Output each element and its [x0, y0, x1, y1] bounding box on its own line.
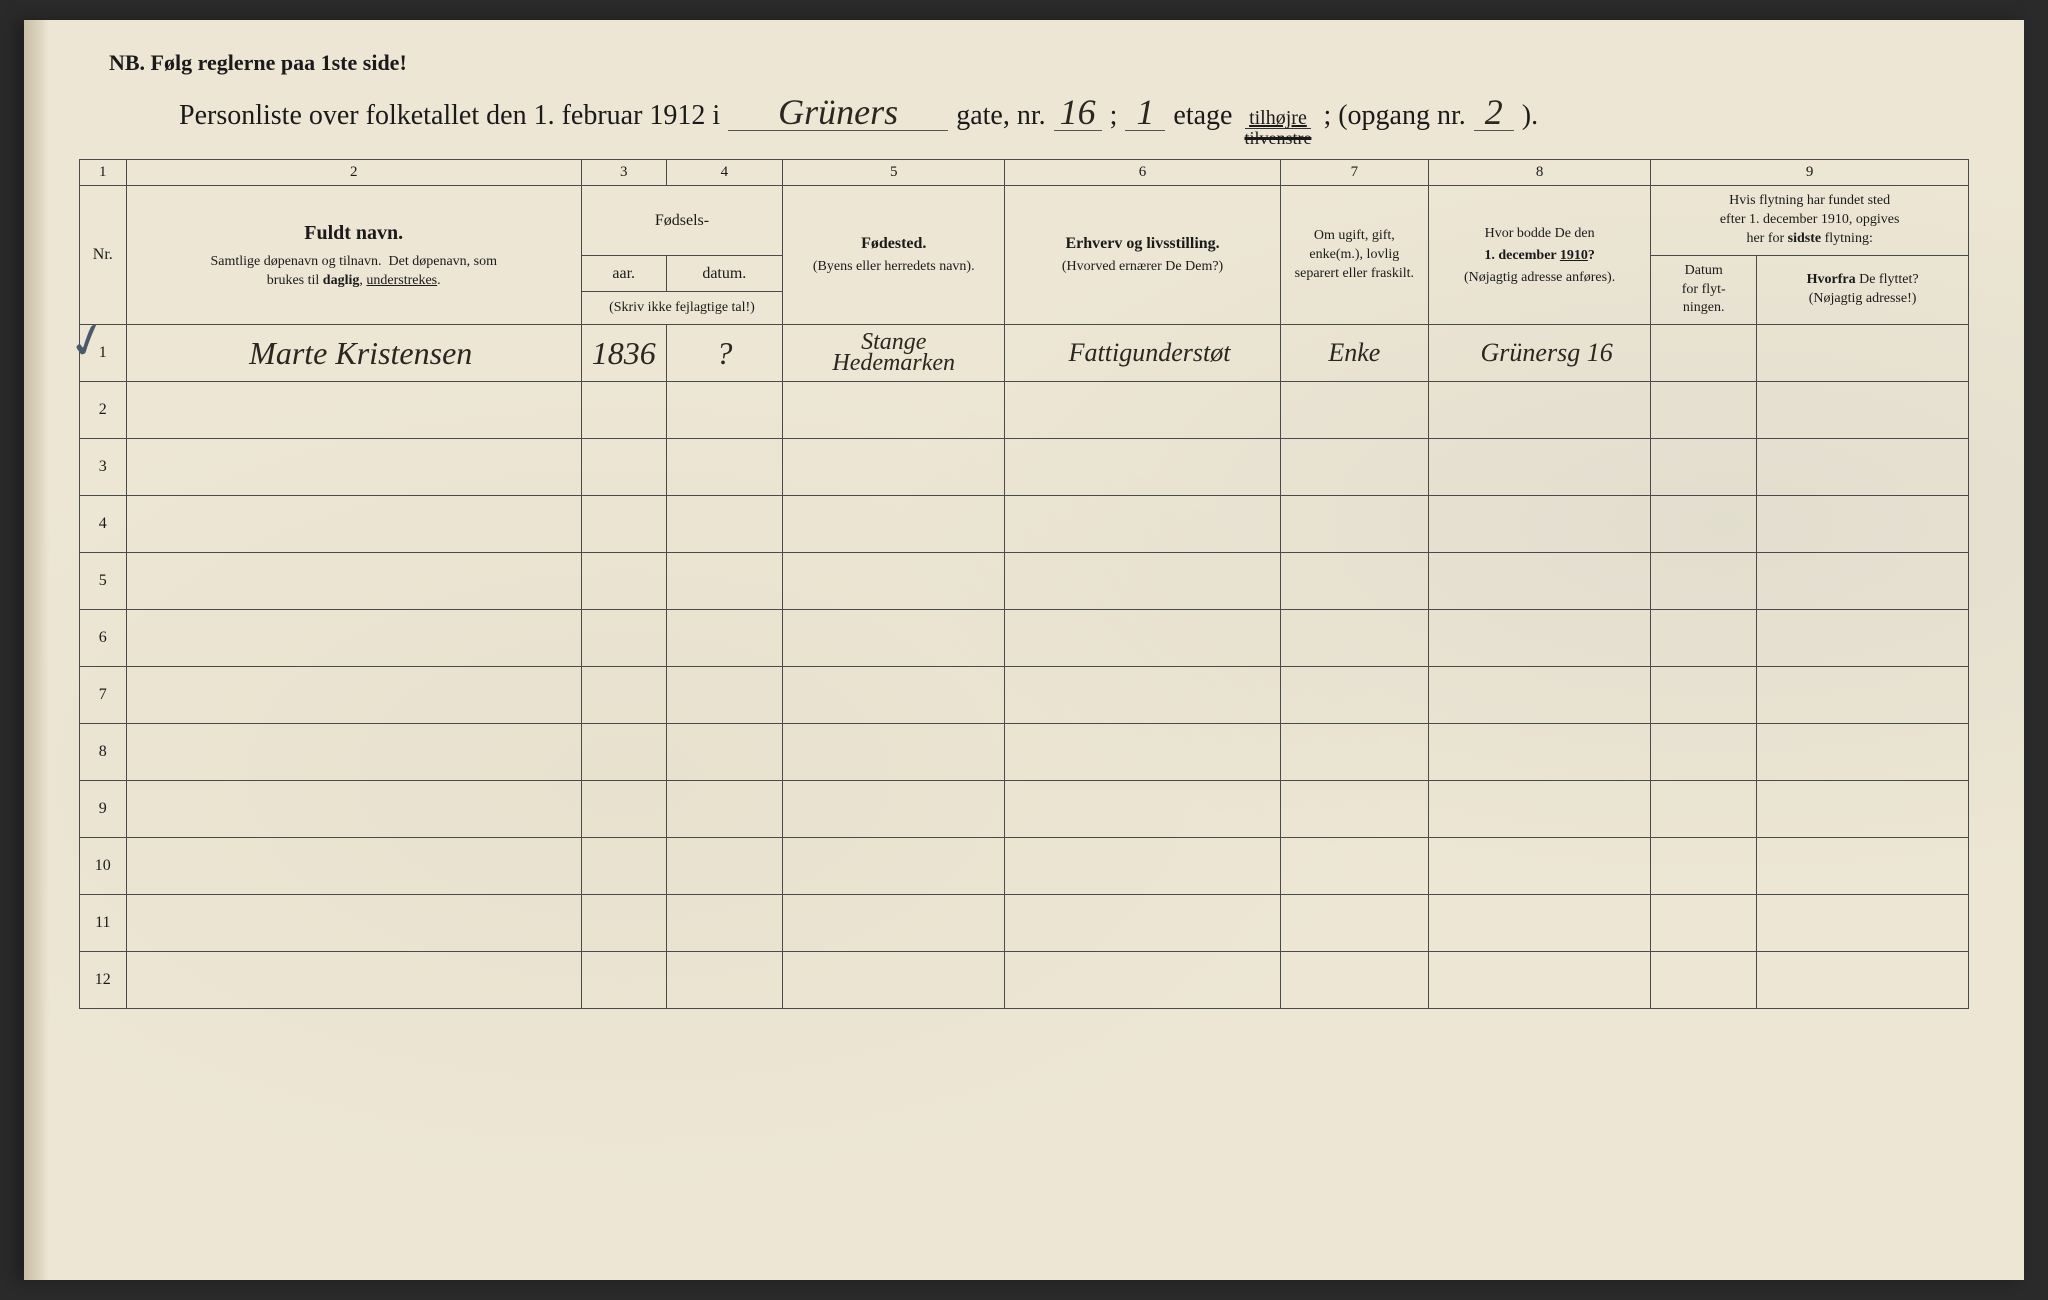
row-num: 8 [80, 724, 127, 781]
table-row: 6 [80, 610, 1969, 667]
title-close: ). [1522, 100, 1538, 132]
colnum-9: 9 [1651, 160, 1969, 186]
hdr-flyt-hvorfra: Hvorfra De flyttet?(Nøjagtig adresse!) [1757, 255, 1969, 325]
hdr-aar: aar. [581, 255, 666, 291]
title-line: Personliste over folketallet den 1. febr… [179, 94, 1969, 147]
row-num: 7 [80, 667, 127, 724]
hdr-erhverv-title: Erhverv og livsstilling. [1065, 235, 1219, 252]
row-num: 6 [80, 610, 127, 667]
table-row: 4 [80, 496, 1969, 553]
gate-nr-hw: 16 [1054, 94, 1102, 131]
hdr-nr: Nr. [80, 186, 127, 325]
cell-date: ? [666, 325, 782, 382]
cell-status: Enke [1280, 325, 1428, 382]
colnum-3: 3 [581, 160, 666, 186]
census-table: 1 2 3 4 5 6 7 8 9 Nr. Fuldt navn. Samtli… [79, 159, 1969, 1009]
row-num-1: ✓ 1 [80, 325, 127, 382]
gate-label: gate, nr. [956, 100, 1045, 132]
row-num: 2 [80, 382, 127, 439]
opgang-nr-hw: 2 [1474, 94, 1514, 131]
hdr-bodde: Hvor bodde De den1. december 1910? (Nøja… [1428, 186, 1650, 325]
title-prefix: Personliste over folketallet den 1. febr… [179, 100, 720, 132]
cell-movefrom [1757, 325, 1969, 382]
table-row: 5 [80, 553, 1969, 610]
row-num: 3 [80, 439, 127, 496]
row-num: 5 [80, 553, 127, 610]
opgang-label: ; (opgang nr. [1323, 100, 1465, 132]
cell-name: Marte Kristensen [126, 325, 581, 382]
hdr-flyt-datum: Datumfor flyt-ningen. [1651, 255, 1757, 325]
cell-addr1910: Grünersg 16 [1428, 325, 1650, 382]
row-num: 11 [80, 895, 127, 952]
colnum-7: 7 [1280, 160, 1428, 186]
cell-year: 1836 [581, 325, 666, 382]
cell-birthplace: Stange Hedemarken [783, 325, 1005, 382]
colnum-4: 4 [666, 160, 782, 186]
side-fraction: tilhøjre tilvenstre [1240, 108, 1315, 147]
colnum-8: 8 [1428, 160, 1650, 186]
street-name-hw: Grüners [728, 94, 948, 131]
table-row: 12 [80, 952, 1969, 1009]
etage-label: etage [1173, 100, 1232, 132]
table-row: 11 [80, 895, 1969, 952]
row-num: 4 [80, 496, 127, 553]
hdr-bodde-title: Hvor bodde De den1. december 1910? [1484, 226, 1595, 263]
colnum-1: 1 [80, 160, 127, 186]
birthplace-main: Hedemarken [783, 353, 1004, 375]
hdr-name-title: Fuldt navn. [135, 220, 573, 247]
cell-movedate [1651, 325, 1757, 382]
hdr-fodsels: Fødsels- [581, 186, 782, 256]
colnum-6: 6 [1005, 160, 1280, 186]
hdr-fodested-sub: (Byens eller herredets navn). [813, 259, 975, 274]
semicolon: ; [1110, 100, 1118, 132]
table-row: 10 [80, 838, 1969, 895]
sub-nr-hw: 1 [1125, 94, 1165, 131]
census-page: NB. Følg reglerne paa 1ste side! Personl… [24, 20, 2024, 1280]
hdr-ugift: Om ugift, gift, enke(m.), lovlig separer… [1280, 186, 1428, 325]
hdr-skriv: (Skriv ikke fejlagtige tal!) [581, 291, 782, 324]
hdr-bodde-sub: (Nøjagtig adresse anføres). [1464, 270, 1615, 285]
hdr-erhverv: Erhverv og livsstilling. (Hvorved ernære… [1005, 186, 1280, 325]
table-row: ✓ 1 Marte Kristensen 1836 ? Stange Hedem… [80, 325, 1969, 382]
table-row: 3 [80, 439, 1969, 496]
hdr-fodested-title: Fødested. [861, 235, 926, 252]
hdr-flyt-title: Hvis flytning har fundet stedefter 1. de… [1651, 186, 1969, 256]
tilvenstre-strike: tilvenstre [1240, 129, 1315, 147]
header-row-1: Nr. Fuldt navn. Samtlige døpenavn og til… [80, 186, 1969, 256]
tilhojre: tilhøjre [1245, 108, 1311, 129]
hdr-erhverv-sub: (Hvorved ernærer De Dem?) [1062, 259, 1223, 274]
row-num: 9 [80, 781, 127, 838]
hdr-name-sub: Samtlige døpenavn og tilnavn. Det døpena… [135, 253, 573, 291]
row-num: 12 [80, 952, 127, 1009]
colnum-5: 5 [783, 160, 1005, 186]
cell-occupation: Fattigunderstøt [1005, 325, 1280, 382]
hdr-name: Fuldt navn. Samtlige døpenavn og tilnavn… [126, 186, 581, 325]
column-number-row: 1 2 3 4 5 6 7 8 9 [80, 160, 1969, 186]
hdr-fodested: Fødested. (Byens eller herredets navn). [783, 186, 1005, 325]
table-row: 2 [80, 382, 1969, 439]
row-num: 10 [80, 838, 127, 895]
nb-instruction: NB. Følg reglerne paa 1ste side! [109, 50, 1969, 76]
table-row: 7 [80, 667, 1969, 724]
colnum-2: 2 [126, 160, 581, 186]
table-row: 9 [80, 781, 1969, 838]
hdr-datum: datum. [666, 255, 782, 291]
table-row: 8 [80, 724, 1969, 781]
